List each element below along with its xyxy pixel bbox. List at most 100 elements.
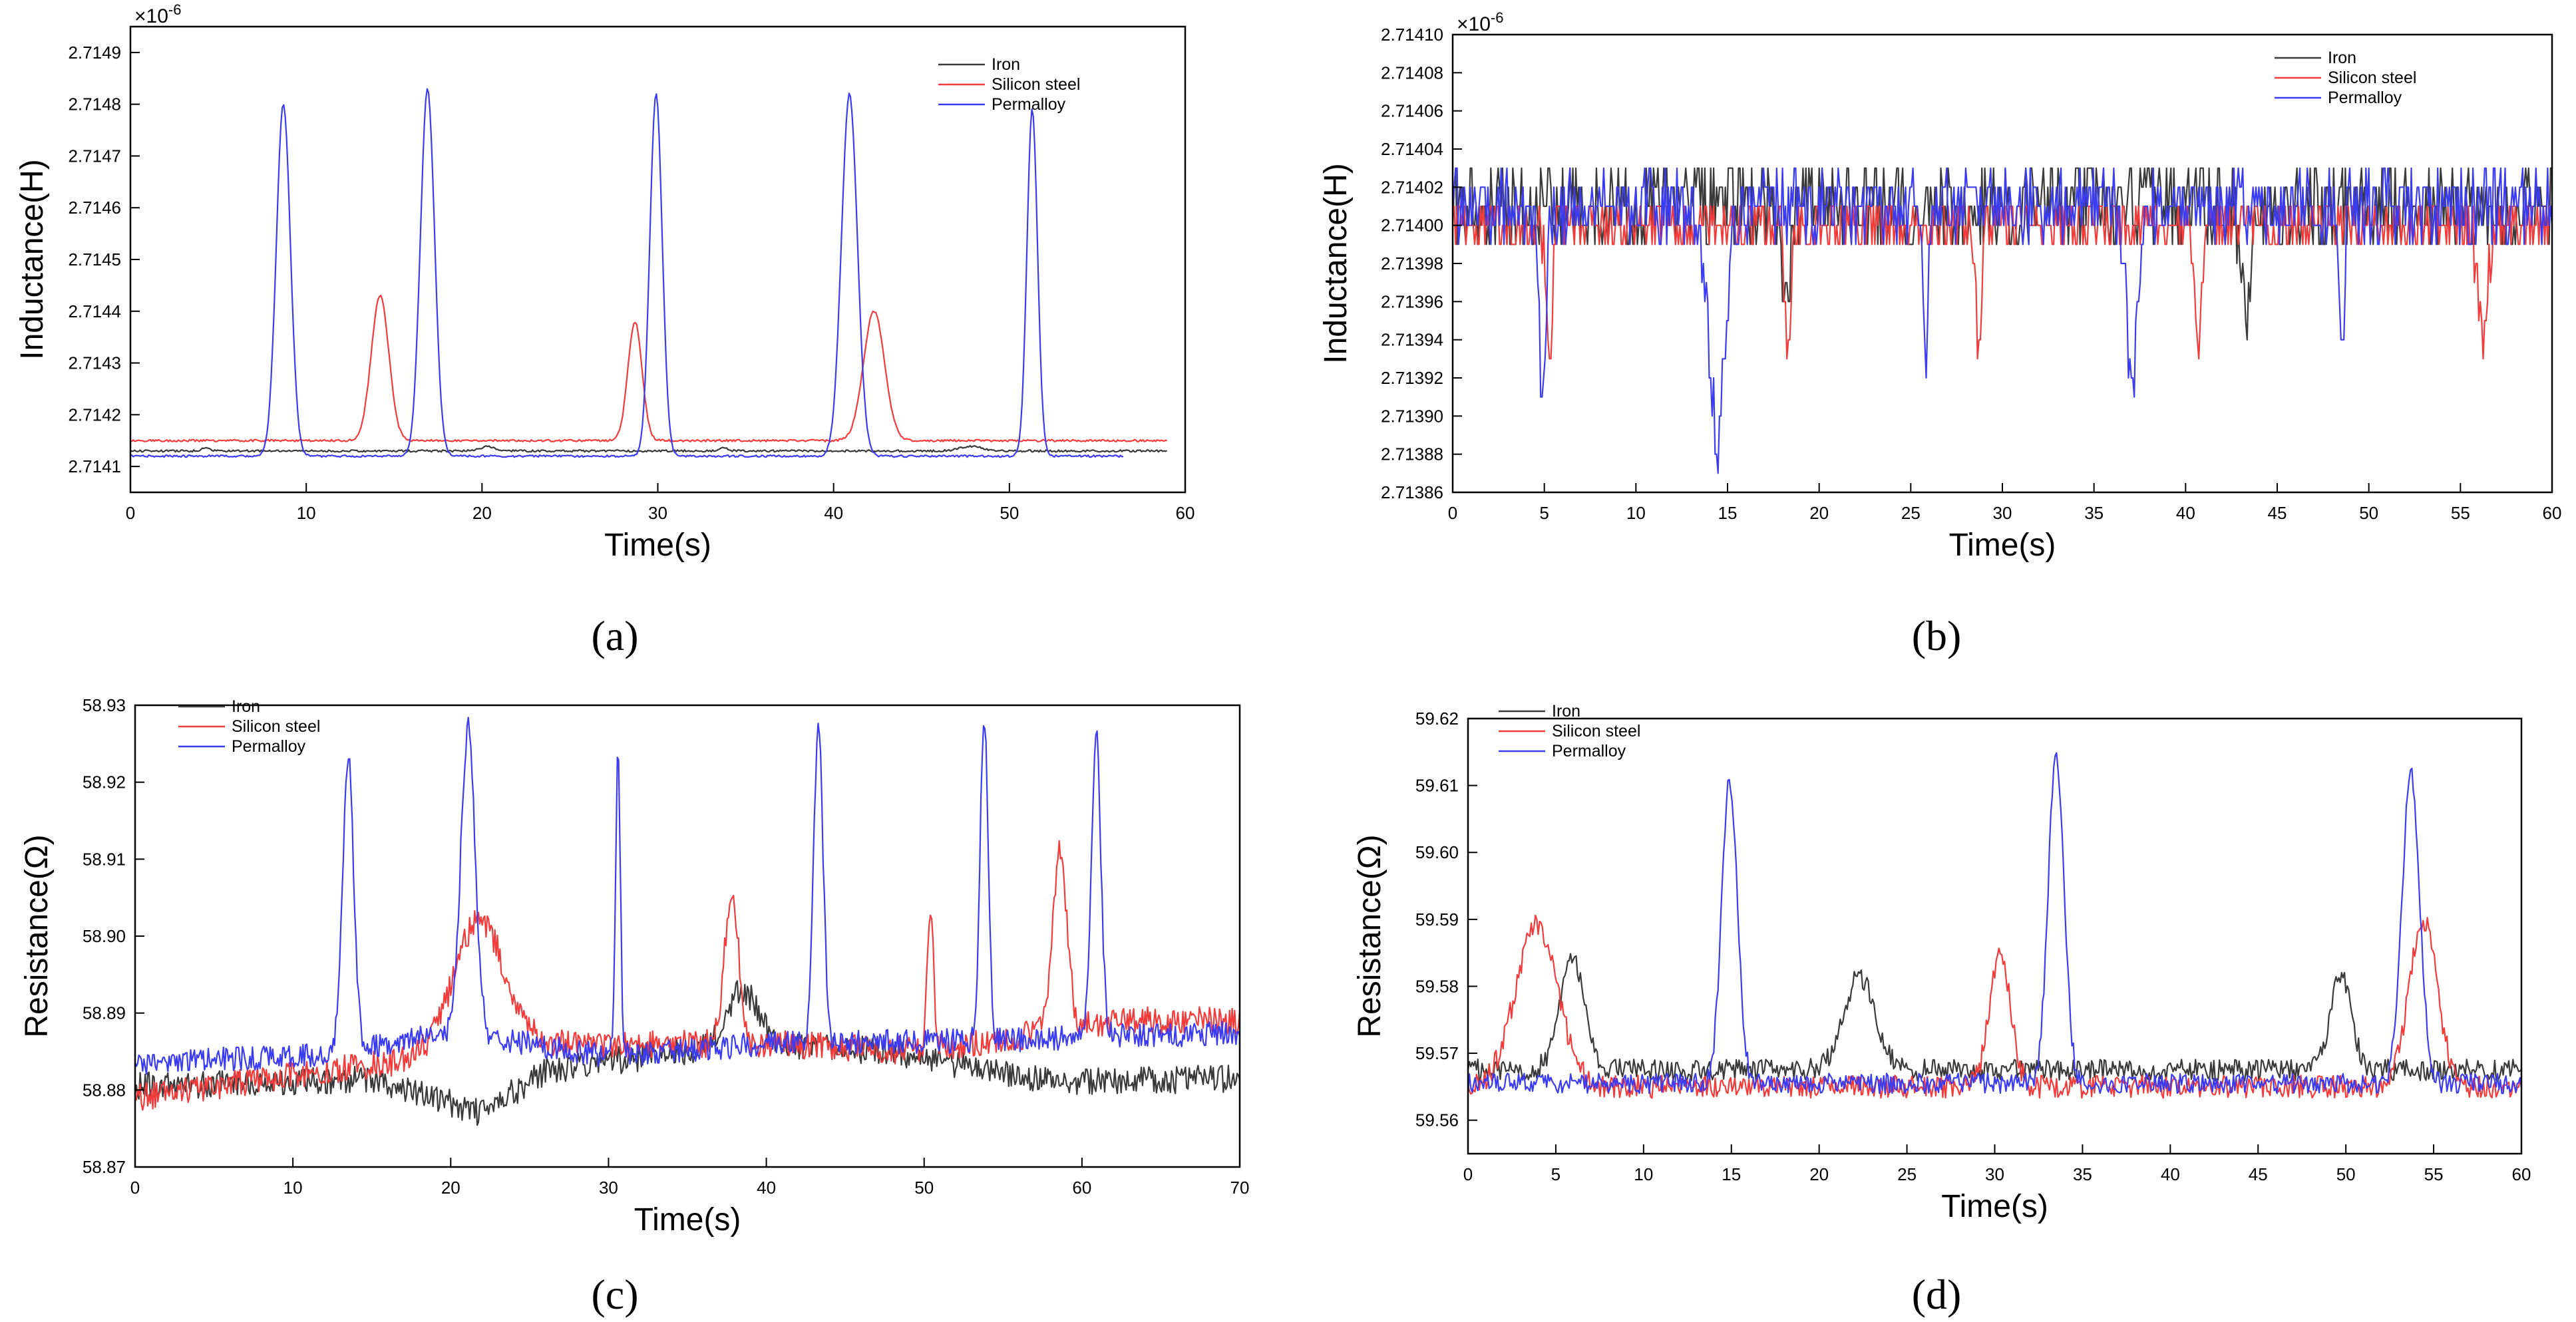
y-tick-label: 59.56	[1415, 1110, 1459, 1130]
x-tick-label: 50	[2359, 503, 2378, 523]
axis-multiplier: ×10-6	[134, 1, 181, 27]
x-tick-label: 15	[1718, 503, 1738, 523]
x-tick-label: 5	[1551, 1164, 1561, 1184]
x-tick-label: 5	[1539, 503, 1549, 523]
legend-label: Silicon steel	[2328, 69, 2416, 87]
y-axis-label: Inductance(H)	[1318, 163, 1354, 363]
y-axis-label: Resistance(Ω)	[1352, 834, 1387, 1037]
x-tick-label: 70	[1230, 1178, 1250, 1198]
x-tick-label: 45	[2268, 503, 2287, 523]
x-tick-label: 0	[130, 1178, 140, 1198]
legend-label: Silicon steel	[1552, 722, 1640, 741]
x-axis-label: Time(s)	[634, 1202, 741, 1238]
x-tick-label: 60	[1176, 503, 1195, 523]
legend-label: Iron	[1552, 702, 1580, 721]
y-tick-label: 2.71410	[1381, 25, 1443, 45]
y-tick-label: 2.71394	[1381, 330, 1443, 350]
y-tick-label: 2.71406	[1381, 101, 1443, 121]
x-tick-label: 40	[2161, 1164, 2180, 1184]
y-tick-label: 2.71402	[1381, 177, 1443, 197]
y-tick-label: 58.91	[83, 849, 126, 869]
y-tick-label: 58.88	[83, 1080, 126, 1100]
x-tick-label: 30	[1985, 1164, 2004, 1184]
y-tick-label: 2.71404	[1381, 139, 1443, 159]
x-tick-label: 15	[1722, 1164, 1741, 1184]
y-tick-label: 59.59	[1415, 909, 1459, 929]
legend-label: Iron	[2328, 49, 2356, 67]
chart-b: 0 5 10 15 20 25 30 35 40 45 50 55 60 2.71386 2.71388 2.…	[1318, 9, 2561, 563]
y-tick-label: 2.71388	[1381, 444, 1443, 464]
x-tick-label: 30	[1993, 503, 2012, 523]
panel-caption-d: (d)	[1912, 1271, 1962, 1318]
x-tick-label: 10	[1634, 1164, 1653, 1184]
legend-label: Iron	[992, 55, 1020, 74]
x-tick-label: 10	[1626, 503, 1646, 523]
x-tick-label: 25	[1897, 1164, 1917, 1184]
axis-multiplier: ×10-6	[1457, 9, 1503, 35]
y-tick-label: 2.71408	[1381, 63, 1443, 83]
y-tick-label: 2.7143	[68, 353, 121, 373]
x-tick-label: 40	[757, 1178, 776, 1198]
panel-caption-c: (c)	[591, 1271, 638, 1318]
x-tick-label: 0	[1463, 1164, 1473, 1184]
x-tick-label: 40	[2176, 503, 2195, 523]
y-tick-label: 2.71398	[1381, 253, 1443, 273]
y-tick-label: 2.71400	[1381, 216, 1443, 236]
legend-label: Permalloy	[1552, 742, 1626, 760]
x-tick-label: 50	[1000, 503, 1019, 523]
panel-caption-a: (a)	[591, 612, 638, 659]
x-axis-label: Time(s)	[1941, 1189, 2048, 1224]
series-line-silicon-steel	[130, 294, 1167, 442]
x-tick-label: 55	[2451, 503, 2470, 523]
y-tick-label: 58.92	[83, 772, 126, 792]
x-tick-label: 35	[2084, 503, 2104, 523]
x-tick-label: 20	[472, 503, 492, 523]
x-tick-label: 30	[599, 1178, 618, 1198]
chart-a: 0 10 20 30 40 50 60 2.7141 2.7142 2.7143 2.7144 2.7…	[15, 1, 1195, 563]
x-tick-label: 10	[297, 503, 316, 523]
x-tick-label: 55	[2424, 1164, 2444, 1184]
y-tick-label: 58.89	[83, 1003, 126, 1023]
x-tick-label: 60	[2543, 503, 2562, 523]
y-tick-label: 2.7147	[68, 146, 121, 166]
series-line-iron	[135, 980, 1240, 1126]
y-tick-label: 59.57	[1415, 1043, 1459, 1063]
x-axis-label: Time(s)	[604, 528, 711, 563]
panel-caption-b: (b)	[1912, 612, 1962, 659]
y-tick-label: 2.7146	[68, 198, 121, 218]
x-tick-label: 0	[1448, 503, 1457, 523]
series-line-permalloy	[135, 717, 1240, 1075]
legend-label: Silicon steel	[992, 75, 1080, 94]
y-axis-label: Resistance(Ω)	[19, 834, 55, 1037]
chart-c: 0 10 20 30 40 50 60 70 58.87 58.88 58.89 58.90 58.91…	[19, 695, 1249, 1238]
y-axis-label: Inductance(H)	[15, 159, 50, 359]
y-tick-label: 2.7148	[68, 94, 121, 114]
series-line-permalloy	[1468, 752, 2521, 1094]
y-tick-label: 2.71396	[1381, 291, 1443, 311]
x-tick-label: 40	[824, 503, 843, 523]
y-tick-label: 2.71390	[1381, 406, 1443, 426]
y-tick-label: 2.7144	[68, 301, 121, 321]
y-tick-label: 59.58	[1415, 976, 1459, 996]
series-line-permalloy	[130, 88, 1124, 458]
x-tick-label: 35	[2073, 1164, 2092, 1184]
y-tick-label: 2.7145	[68, 249, 121, 269]
x-axis-label: Time(s)	[1949, 528, 2056, 563]
x-tick-label: 20	[441, 1178, 460, 1198]
x-tick-label: 30	[648, 503, 667, 523]
y-tick-label: 58.90	[83, 926, 126, 946]
legend-label: Iron	[232, 697, 260, 716]
legend-label: Permalloy	[992, 95, 1066, 114]
y-tick-label: 58.93	[83, 695, 126, 715]
legend-label: Silicon steel	[232, 717, 320, 736]
x-tick-label: 20	[1809, 503, 1829, 523]
legend-label: Permalloy	[232, 737, 306, 756]
chart-d: 0 5 10 15 20 25 30 35 40 45 50 55 60 59.56 59.57 59.58 5…	[1352, 702, 2531, 1224]
x-tick-label: 50	[2336, 1164, 2356, 1184]
x-tick-label: 0	[126, 503, 135, 523]
legend-label: Permalloy	[2328, 88, 2402, 107]
x-tick-label: 60	[2512, 1164, 2531, 1184]
